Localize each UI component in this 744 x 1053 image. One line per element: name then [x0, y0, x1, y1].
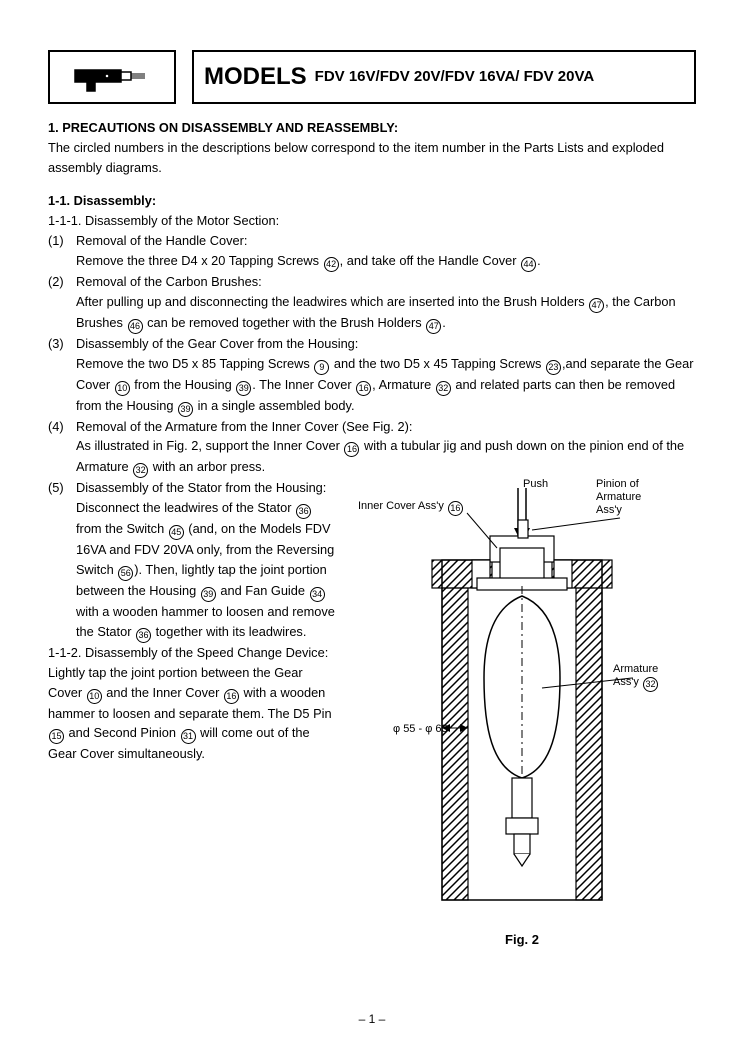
section-1-title: 1. PRECAUTIONS ON DISASSEMBLY AND REASSE…: [48, 118, 696, 138]
section-1-intro: The circled numbers in the descriptions …: [48, 138, 696, 178]
circ-10b: 10: [87, 689, 102, 704]
item-3-body: Disassembly of the Gear Cover from the H…: [76, 334, 696, 417]
item-4-title: Removal of the Armature from the Inner C…: [76, 419, 412, 434]
page-number: – 1 –: [0, 1010, 744, 1029]
t: in a single assembled body.: [194, 398, 355, 413]
circ-39c: 39: [201, 587, 216, 602]
item-3-title: Disassembly of the Gear Cover from the H…: [76, 336, 358, 351]
item-1: (1) Removal of the Handle Cover: Remove …: [48, 231, 696, 272]
label-push: Push: [523, 478, 548, 491]
circ-32b: 32: [133, 463, 148, 478]
circ-23: 23: [546, 360, 561, 375]
circ-fig-32: 32: [643, 677, 658, 692]
item-2: (2) Removal of the Carbon Brushes: After…: [48, 272, 696, 334]
t: As illustrated in Fig. 2, support the In…: [76, 438, 343, 453]
t: .: [537, 253, 541, 268]
label-armature: Armature Ass'y 32: [613, 663, 673, 692]
header-row: MODELS FDV 16V/FDV 20V/FDV 16VA/ FDV 20V…: [48, 50, 696, 104]
motor-heading: 1-1-1. Disassembly of the Motor Section:: [48, 211, 696, 231]
t: together with its leadwires.: [152, 624, 306, 639]
circ-56: 56: [118, 566, 133, 581]
item-3: (3) Disassembly of the Gear Cover from t…: [48, 334, 696, 417]
t: and the two D5 x 45 Tapping Screws: [330, 356, 545, 371]
circ-16b: 16: [344, 442, 359, 457]
item-5-body: Disassembly of the Stator from the Housi…: [76, 478, 340, 642]
circ-46: 46: [128, 319, 143, 334]
circ-36b: 36: [136, 628, 151, 643]
t: from the Switch: [76, 521, 168, 536]
drill-icon: [67, 62, 157, 92]
t: Inner Cover Ass'y: [358, 500, 444, 512]
drill-icon-box: [48, 50, 176, 104]
label-pinion: Pinion of Armature Ass'y: [596, 478, 656, 516]
disassembly-heading: 1-1. Disassembly:: [48, 191, 696, 211]
t: from the Housing: [131, 377, 236, 392]
t: .: [442, 315, 446, 330]
title-box: MODELS FDV 16V/FDV 20V/FDV 16VA/ FDV 20V…: [192, 50, 696, 104]
circ-36: 36: [296, 504, 311, 519]
circ-34: 34: [310, 587, 325, 602]
item-2-body: Removal of the Carbon Brushes: After pul…: [76, 272, 696, 334]
left-column: (5) Disassembly of the Stator from the H…: [48, 478, 348, 950]
label-inner-cover: Inner Cover Ass'y 16: [358, 500, 464, 516]
item-4-body: Removal of the Armature from the Inner C…: [76, 417, 696, 479]
t: with an arbor press.: [149, 459, 265, 474]
models-list: FDV 16V/FDV 20V/FDV 16VA/ FDV 20VA: [315, 65, 595, 88]
t: Remove the three D4 x 20 Tapping Screws: [76, 253, 323, 268]
item-5-num: (5): [48, 478, 76, 642]
circ-15: 15: [49, 729, 64, 744]
t: , Armature: [372, 377, 435, 392]
item-5-title: Disassembly of the Stator from the Housi…: [76, 480, 326, 495]
t: Disconnect the leadwires of the Stator: [76, 500, 295, 515]
label-diameter: φ 55 - φ 63: [393, 723, 448, 736]
circ-44: 44: [521, 257, 536, 272]
circ-fig-16: 16: [448, 501, 463, 516]
figure-2-diagram: [372, 478, 672, 918]
circ-47: 47: [589, 298, 604, 313]
models-word: MODELS: [204, 58, 307, 95]
speed-heading: 1-1-2. Disassembly of the Speed Change D…: [48, 643, 340, 663]
two-col-region: (5) Disassembly of the Stator from the H…: [48, 478, 696, 950]
circ-10: 10: [115, 381, 130, 396]
circ-9: 9: [314, 360, 329, 375]
item-4-num: (4): [48, 417, 76, 479]
t: and the Inner Cover: [103, 685, 223, 700]
circ-31: 31: [181, 729, 196, 744]
t: , and take off the Handle Cover: [340, 253, 520, 268]
t: After pulling up and disconnecting the l…: [76, 294, 588, 309]
figure-caption: Fig. 2: [348, 930, 696, 950]
item-4: (4) Removal of the Armature from the Inn…: [48, 417, 696, 479]
circ-32: 32: [436, 381, 451, 396]
item-2-title: Removal of the Carbon Brushes:: [76, 274, 262, 289]
item-1-title: Removal of the Handle Cover:: [76, 233, 247, 248]
circ-39b: 39: [178, 402, 193, 417]
t: and Second Pinion: [65, 725, 180, 740]
circ-39: 39: [236, 381, 251, 396]
speed-body: Lightly tap the joint portion between th…: [48, 663, 340, 764]
t: and Fan Guide: [217, 583, 309, 598]
circ-42: 42: [324, 257, 339, 272]
circ-47b: 47: [426, 319, 441, 334]
item-3-num: (3): [48, 334, 76, 417]
item-1-num: (1): [48, 231, 76, 272]
right-column: Push Pinion of Armature Ass'y Inner Cove…: [348, 478, 696, 950]
circ-16: 16: [356, 381, 371, 396]
circ-45: 45: [169, 525, 184, 540]
item-5: (5) Disassembly of the Stator from the H…: [48, 478, 340, 642]
item-1-body: Removal of the Handle Cover: Remove the …: [76, 231, 696, 272]
circ-16c: 16: [224, 689, 239, 704]
item-2-num: (2): [48, 272, 76, 334]
t: . The Inner Cover: [252, 377, 355, 392]
t: Remove the two D5 x 85 Tapping Screws: [76, 356, 313, 371]
t: can be removed together with the Brush H…: [144, 315, 426, 330]
